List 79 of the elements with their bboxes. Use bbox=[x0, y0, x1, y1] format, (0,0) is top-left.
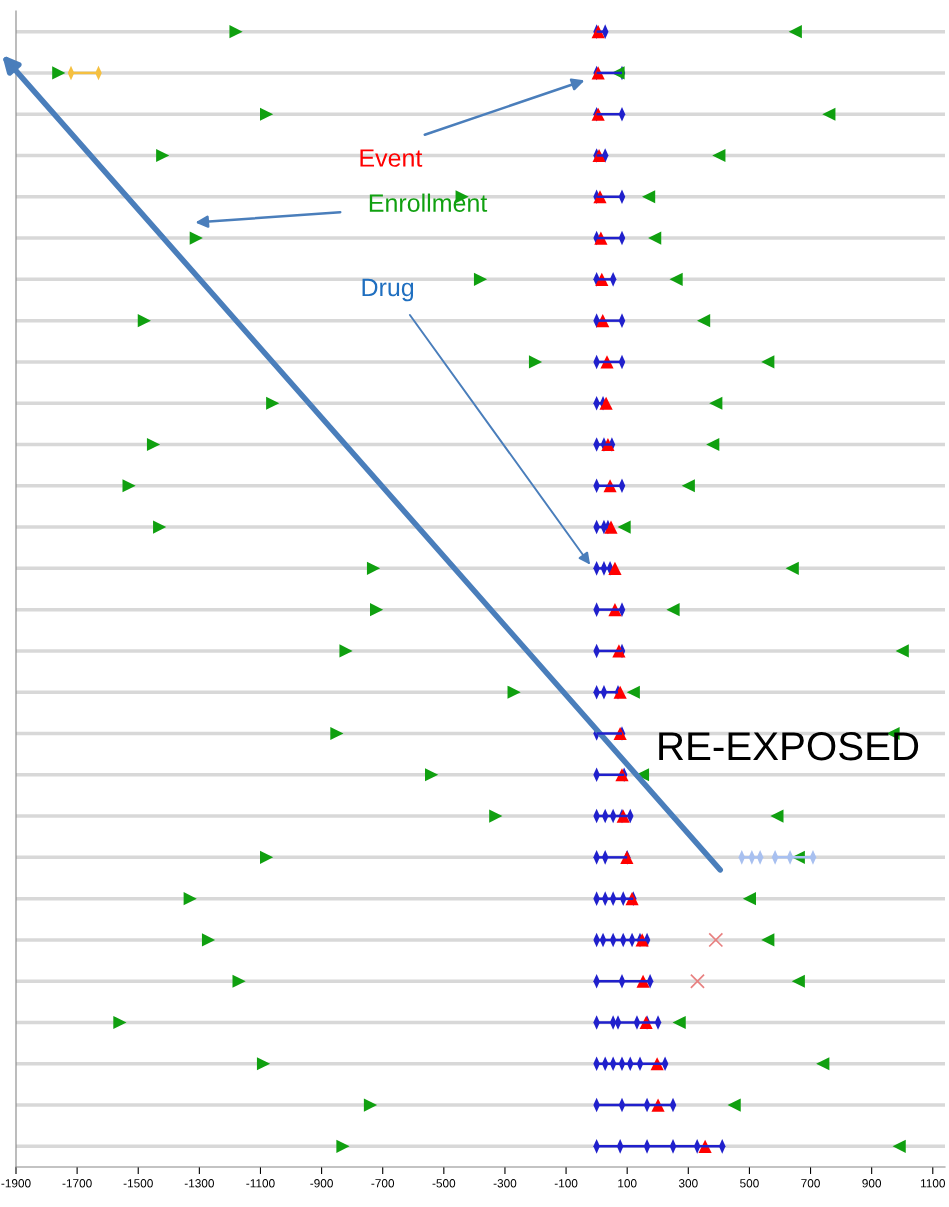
x-tick-label: -1500 bbox=[123, 1179, 153, 1188]
point bbox=[822, 107, 836, 121]
point bbox=[156, 148, 170, 163]
point bbox=[770, 809, 784, 823]
x-tick-label: 500 bbox=[740, 1179, 759, 1188]
point bbox=[336, 1139, 350, 1153]
point bbox=[591, 66, 605, 80]
point bbox=[727, 1098, 741, 1112]
point bbox=[608, 561, 622, 575]
point bbox=[146, 437, 161, 452]
x-tick-label: 1100 bbox=[920, 1179, 946, 1188]
point bbox=[708, 932, 724, 948]
point bbox=[507, 685, 521, 699]
point bbox=[761, 355, 775, 369]
annotation: RE-EXPOSED bbox=[659, 731, 919, 761]
x-tick-label: -1900 bbox=[1, 1179, 31, 1188]
point bbox=[229, 25, 243, 39]
point bbox=[591, 107, 605, 121]
point bbox=[330, 726, 344, 741]
point bbox=[256, 1057, 271, 1071]
x-tick-label: -500 bbox=[432, 1179, 456, 1188]
point bbox=[266, 396, 280, 410]
point bbox=[681, 479, 695, 493]
x-tick-label: -1700 bbox=[62, 1179, 92, 1188]
point bbox=[672, 1015, 686, 1030]
point bbox=[366, 561, 381, 575]
point bbox=[788, 25, 802, 39]
point bbox=[709, 396, 723, 410]
point bbox=[706, 437, 720, 452]
point bbox=[712, 148, 726, 163]
x-tick-label: 900 bbox=[862, 1179, 882, 1188]
point bbox=[113, 1015, 127, 1030]
point bbox=[791, 974, 805, 988]
x-tick-label: 300 bbox=[678, 1179, 698, 1188]
point bbox=[183, 892, 197, 906]
point bbox=[666, 603, 680, 617]
annotation: Enrollment bbox=[369, 193, 488, 212]
point bbox=[613, 685, 627, 699]
point bbox=[189, 231, 203, 245]
point bbox=[52, 66, 66, 80]
x-tick-label: -700 bbox=[371, 1179, 395, 1188]
point bbox=[201, 933, 216, 947]
point bbox=[816, 1057, 830, 1071]
point bbox=[604, 520, 618, 534]
point bbox=[648, 231, 662, 245]
annotation: Drug bbox=[362, 278, 414, 302]
x-tick-label: 700 bbox=[801, 1179, 820, 1188]
x-tick-label: -100 bbox=[554, 1179, 578, 1188]
point bbox=[626, 685, 640, 699]
x-tick-label: -1100 bbox=[246, 1179, 275, 1188]
point bbox=[785, 561, 799, 575]
point bbox=[363, 1098, 378, 1112]
x-tick-label: -900 bbox=[310, 1179, 333, 1188]
point bbox=[690, 973, 705, 989]
point bbox=[641, 190, 656, 204]
point bbox=[122, 479, 136, 493]
point bbox=[669, 272, 683, 286]
point bbox=[617, 520, 631, 534]
point bbox=[232, 974, 246, 988]
point bbox=[489, 809, 503, 823]
point bbox=[339, 644, 353, 658]
point bbox=[528, 355, 543, 369]
point bbox=[260, 850, 274, 864]
point bbox=[892, 1139, 906, 1153]
point bbox=[425, 768, 439, 782]
point bbox=[473, 272, 488, 286]
x-tick-label: -300 bbox=[493, 1179, 517, 1188]
point bbox=[260, 107, 274, 121]
annotation: Event bbox=[360, 149, 423, 167]
point bbox=[137, 314, 151, 328]
x-tick-label: -1300 bbox=[184, 1179, 214, 1188]
point bbox=[761, 933, 775, 947]
point bbox=[370, 603, 384, 617]
point bbox=[742, 892, 757, 906]
point bbox=[153, 520, 167, 534]
x-tick-label: 100 bbox=[618, 1179, 637, 1188]
point bbox=[895, 644, 909, 658]
point bbox=[696, 314, 711, 328]
point bbox=[599, 396, 613, 410]
